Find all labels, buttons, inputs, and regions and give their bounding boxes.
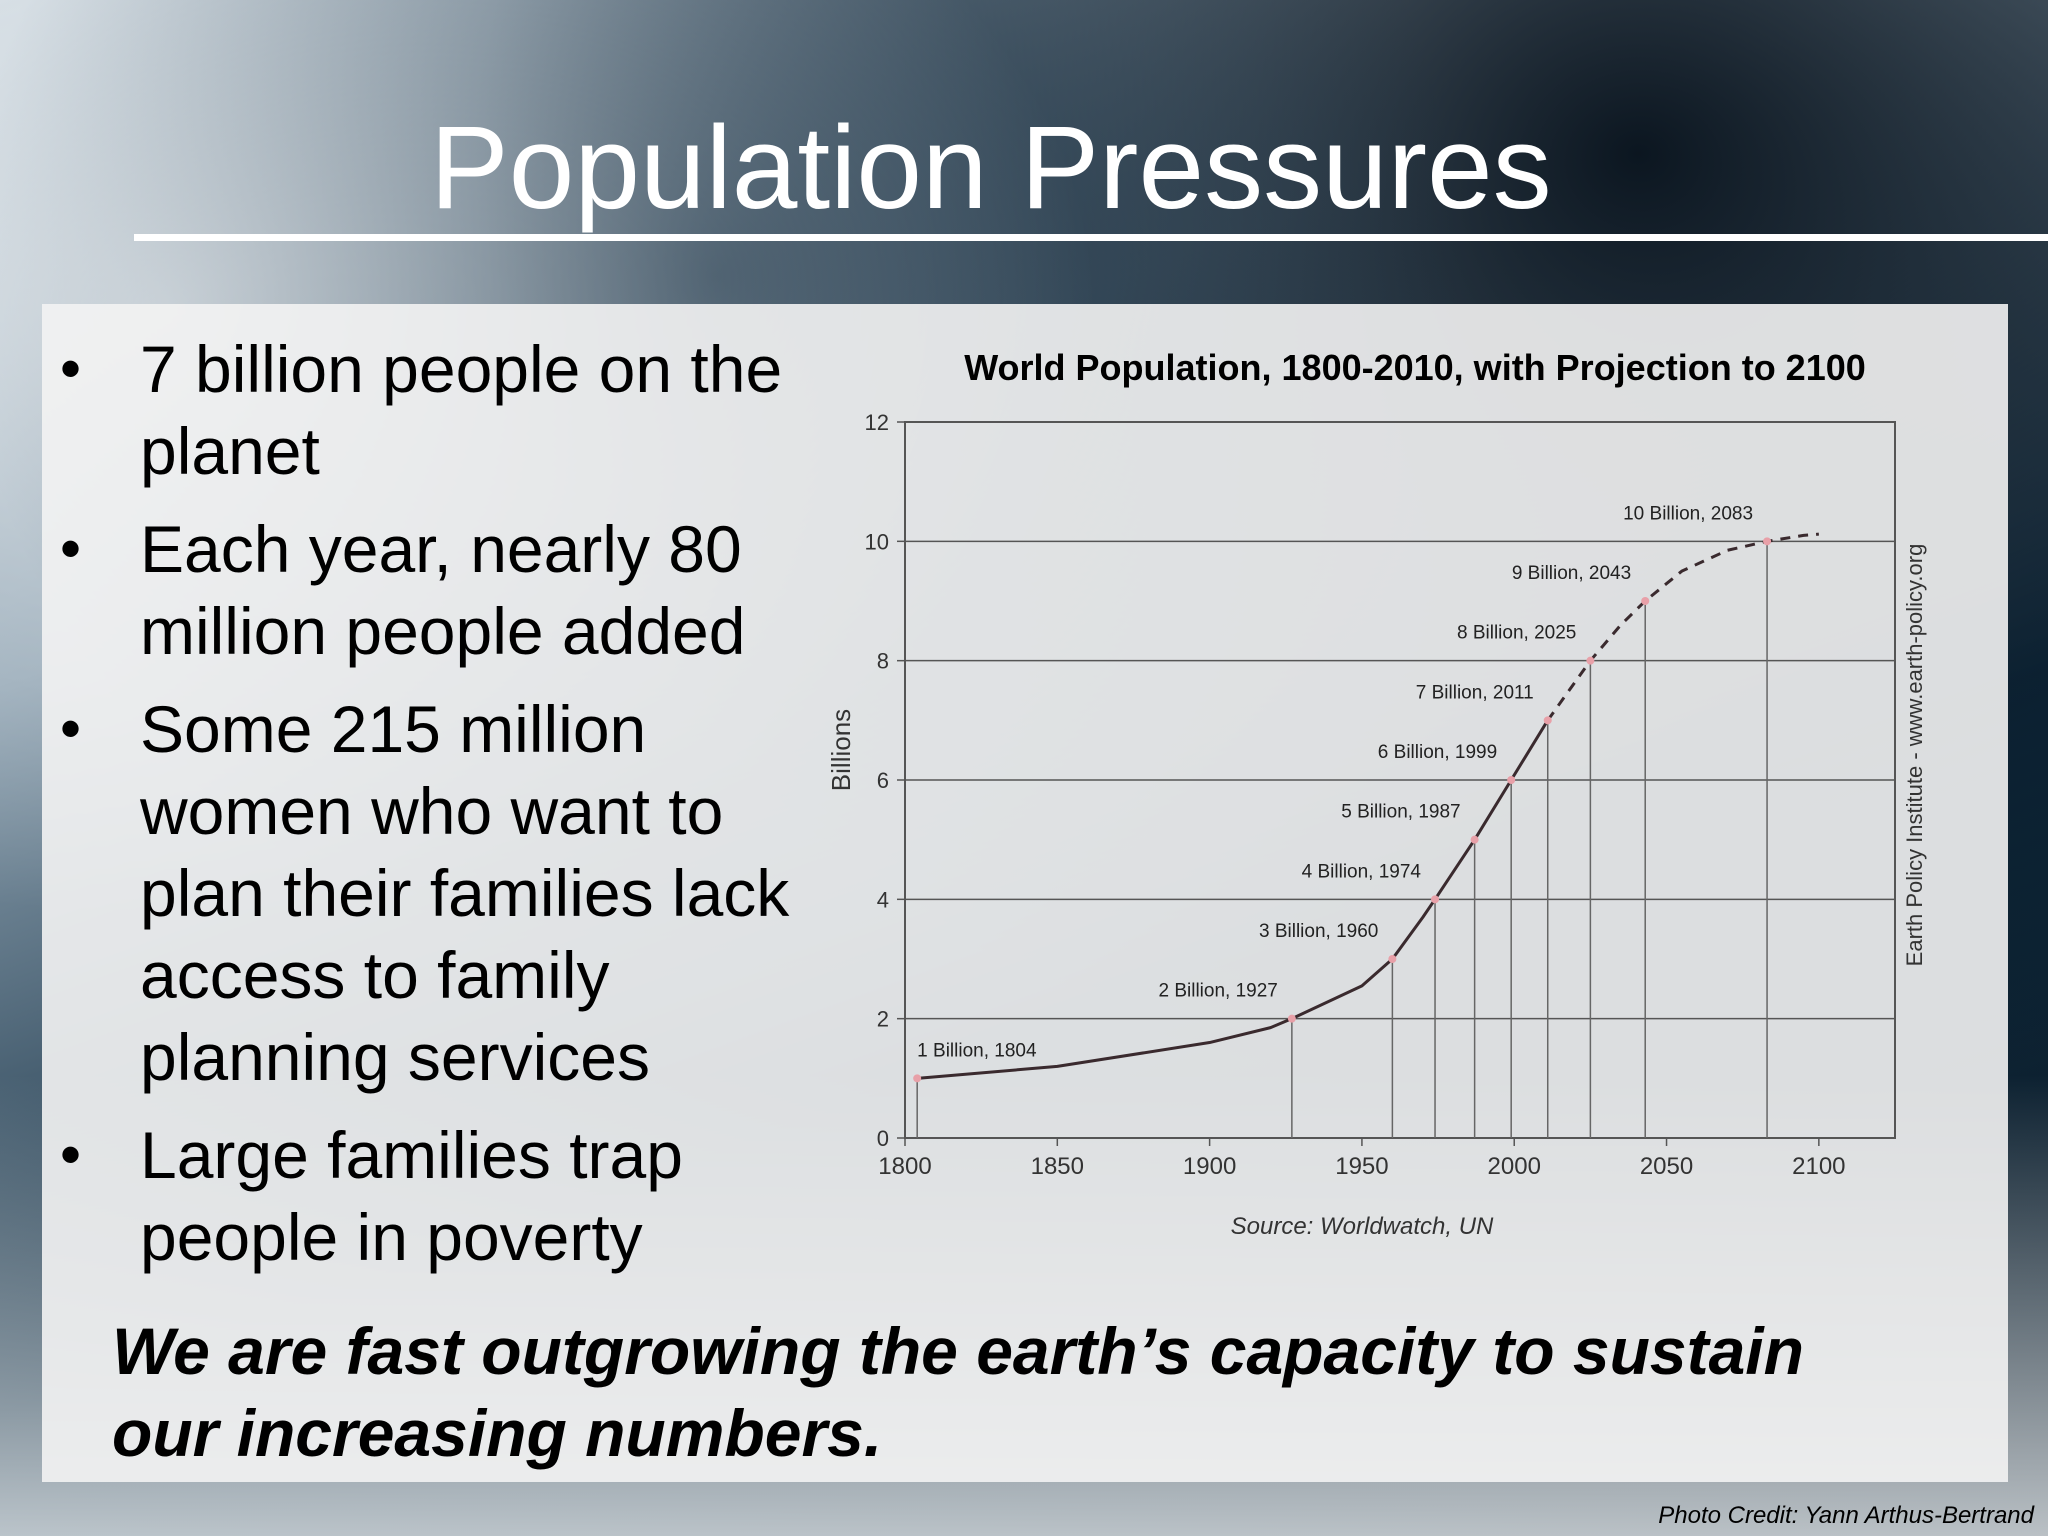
milestone-marker <box>1507 776 1516 784</box>
x-tick-label: 2000 <box>1488 1153 1541 1180</box>
chart-series <box>913 532 1819 1083</box>
bullet-text-line: planning services <box>140 1020 650 1094</box>
bullet-text-line: Some 215 million <box>140 692 647 766</box>
bullet-marker: • <box>60 335 82 402</box>
milestone-drop-lines <box>916 541 1768 1138</box>
milestone-marker <box>1287 1014 1296 1023</box>
x-tick-label: 2100 <box>1792 1153 1845 1180</box>
x-tick-label: 1800 <box>878 1153 931 1180</box>
bullet-text-line: 7 billion people on the <box>140 332 783 406</box>
y-tick-label: 12 <box>865 410 889 435</box>
milestone-label: 1 Billion, 1804 <box>917 1040 1037 1061</box>
bullet-item: • Large families trap people in poverty <box>60 1114 850 1278</box>
bullet-list: • 7 billion people on the planet • Each … <box>60 328 850 1294</box>
title-divider <box>134 234 2048 241</box>
milestone-marker <box>1586 656 1595 665</box>
tagline-line: We are fast outgrowing the earth’s capac… <box>112 1314 1804 1388</box>
milestone-label: 6 Billion, 1999 <box>1378 742 1497 763</box>
slide-title: Population Pressures <box>430 102 1552 234</box>
milestone-marker <box>1641 597 1650 605</box>
bullet-text-line: Large families trap <box>140 1118 683 1192</box>
x-tick-label: 2050 <box>1640 1153 1693 1180</box>
chart-side-attribution: Earth Policy Institute - www.earth-polic… <box>1902 544 1927 967</box>
photo-credit: Photo Credit: Yann Arthus-Bertrand <box>1658 1502 2034 1529</box>
y-axis-label: Billions <box>826 709 856 791</box>
milestone-label: 5 Billion, 1987 <box>1341 802 1460 823</box>
y-tick-label: 6 <box>877 768 889 793</box>
content-panel <box>42 304 2008 1482</box>
bullet-marker: • <box>60 695 82 762</box>
milestone-labels: 1 Billion, 1804 2 Billion, 1927 3 Billion,… <box>917 503 1753 1061</box>
bullet-text-line: access to family <box>140 938 610 1012</box>
milestone-marker <box>1763 537 1772 546</box>
x-tick-label: 1950 <box>1335 1153 1388 1180</box>
chart-source: Source: Worldwatch, UN <box>1231 1213 1494 1240</box>
milestone-label: 10 Billion, 2083 <box>1623 503 1753 524</box>
tagline: We are fast outgrowing the earth’s capac… <box>112 1310 1912 1474</box>
y-tick-label: 4 <box>877 887 889 912</box>
bullet-text-line: women who want to <box>140 774 724 848</box>
bullet-marker: • <box>60 1121 82 1188</box>
bullet-text-line: plan their families lack <box>140 856 790 930</box>
bullet-marker: • <box>60 515 82 582</box>
bullet-item: • 7 billion people on the planet <box>60 328 850 492</box>
chart-axes: 0 2 4 6 8 10 12 1800 1850 1900 1950 2000 2050 2100 <box>865 410 1896 1180</box>
chart-grid <box>905 540 1895 1020</box>
bullet-text-line: planet <box>140 414 320 488</box>
milestone-label: 2 Billion, 1927 <box>1158 981 1277 1002</box>
bullet-item: • Some 215 million women who want to pla… <box>60 688 850 1098</box>
milestone-label: 9 Billion, 2043 <box>1512 563 1631 584</box>
bullet-item: • Each year, nearly 80 million people ad… <box>60 508 850 672</box>
population-chart: World Population, 1800-2010, with Projec… <box>810 350 1940 1250</box>
historical-line <box>917 719 1550 1080</box>
bullet-text-line: million people added <box>140 594 746 668</box>
y-tick-label: 0 <box>877 1126 889 1151</box>
bullet-text-line: people in poverty <box>140 1200 643 1274</box>
chart-title: World Population, 1800-2010, with Projec… <box>964 350 1866 388</box>
population-chart-svg: World Population, 1800-2010, with Projec… <box>826 350 1927 1240</box>
milestone-label: 7 Billion, 2011 <box>1416 682 1534 703</box>
milestone-label: 4 Billion, 1974 <box>1302 861 1422 882</box>
milestone-marker <box>1470 835 1479 844</box>
bullet-text-line: Each year, nearly 80 <box>140 512 742 586</box>
milestone-label: 3 Billion, 1960 <box>1259 921 1378 942</box>
projection-line <box>1546 532 1819 722</box>
tagline-line: our increasing numbers. <box>112 1396 883 1470</box>
y-tick-label: 10 <box>865 529 889 554</box>
y-tick-label: 2 <box>877 1007 889 1032</box>
milestone-label: 8 Billion, 2025 <box>1457 623 1576 644</box>
milestone-marker <box>1431 895 1440 904</box>
x-tick-label: 1900 <box>1183 1153 1236 1180</box>
milestone-marker <box>913 1074 922 1083</box>
milestone-marker <box>1543 716 1552 725</box>
x-tick-label: 1850 <box>1031 1153 1084 1180</box>
milestone-marker <box>1388 955 1397 963</box>
y-tick-label: 8 <box>877 649 889 674</box>
